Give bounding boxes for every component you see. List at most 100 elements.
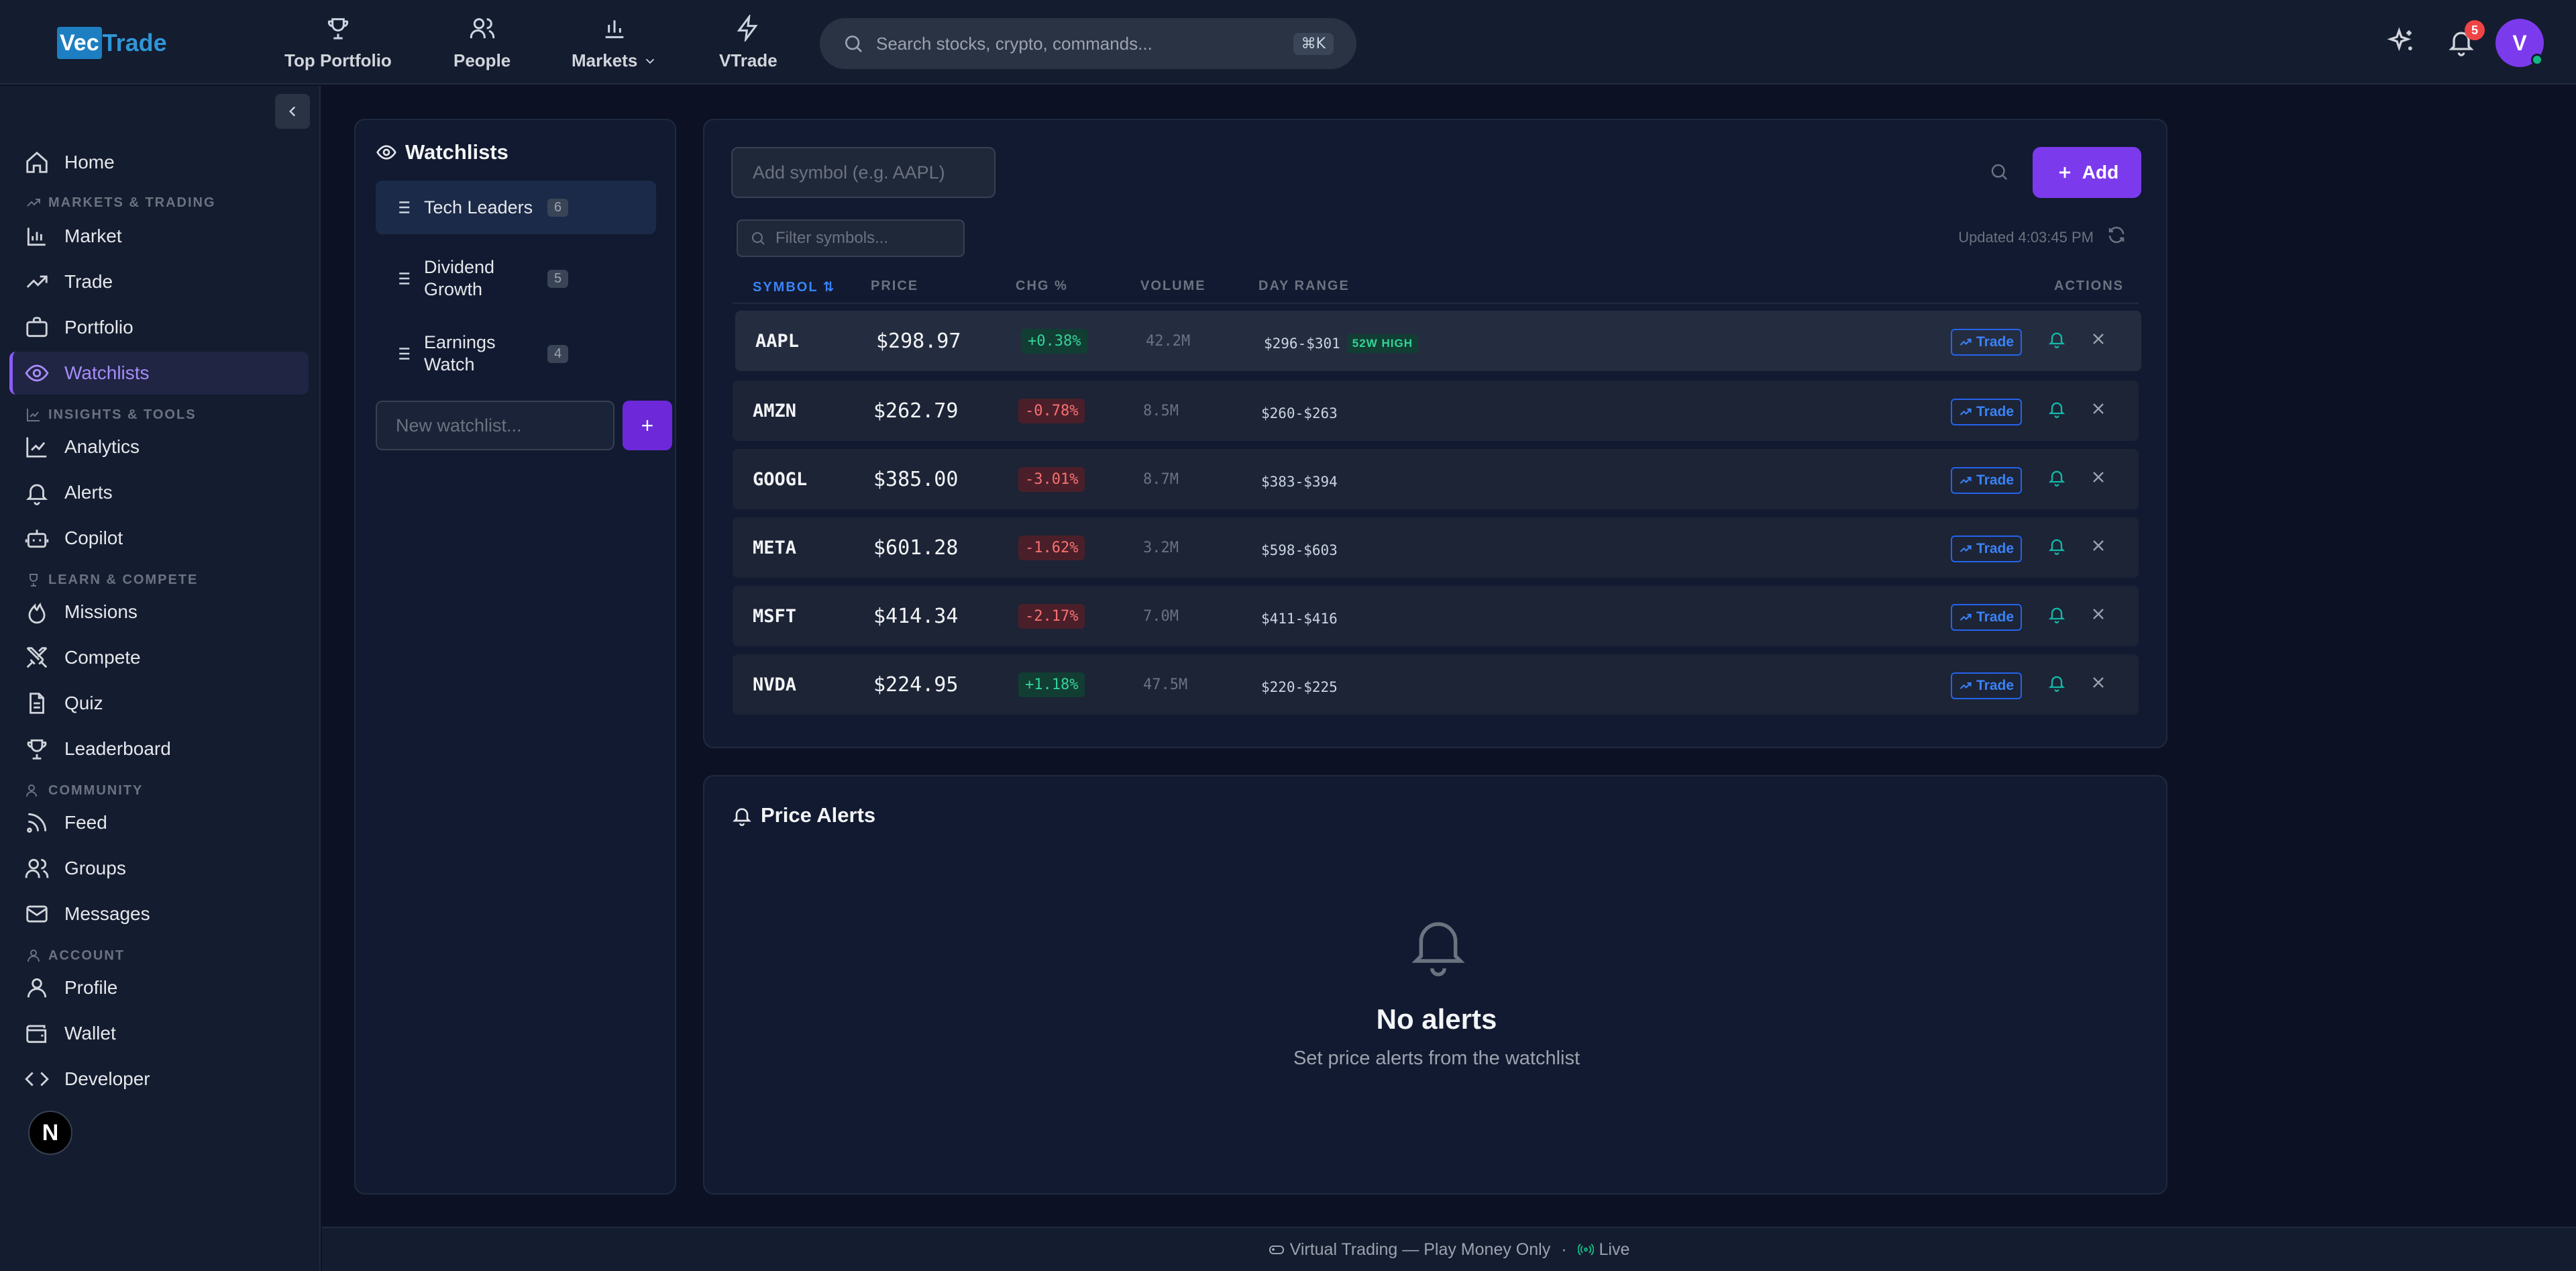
nav-markets[interactable]: Markets: [572, 15, 657, 71]
sidebar-item-label: Copilot: [64, 527, 123, 548]
sidebar-item-developer[interactable]: Developer: [9, 1058, 309, 1101]
notifications-button[interactable]: [2447, 27, 2479, 59]
sidebar-item-missions[interactable]: Missions: [9, 591, 309, 633]
sidebar-item-market[interactable]: Market: [9, 215, 309, 258]
sidebar-item-trade[interactable]: Trade: [9, 260, 309, 303]
new-watchlist-input[interactable]: New watchlist...: [376, 401, 614, 450]
set-alert-button[interactable]: [2047, 329, 2066, 348]
sidebar-item-label: Alerts: [64, 482, 113, 503]
sidebar-item-analytics[interactable]: Analytics: [9, 425, 309, 468]
sidebar-item-feed[interactable]: Feed: [9, 801, 309, 844]
sidebar-item-messages[interactable]: Messages: [9, 893, 309, 935]
volume-cell: 8.7M: [1143, 470, 1179, 488]
sidebar: Home MARKETS & TRADING Market Trade Port…: [0, 86, 321, 1271]
price-cell: $224.95: [873, 672, 959, 697]
document-icon: [24, 691, 64, 716]
user-avatar[interactable]: V: [2496, 19, 2544, 67]
sidebar-item-label: Portfolio: [64, 317, 133, 338]
day-range-cell: $260-$263: [1261, 405, 1338, 421]
sidebar-item-label: Developer: [64, 1068, 150, 1089]
change-badge: +0.38%: [1021, 328, 1088, 354]
change-cell: -0.78%: [1018, 380, 1085, 441]
sidebar-item-portfolio[interactable]: Portfolio: [9, 306, 309, 349]
trade-button[interactable]: Trade: [1951, 467, 2023, 494]
trending-up-icon: [1959, 542, 1972, 556]
remove-symbol-button[interactable]: [2089, 399, 2108, 418]
remove-symbol-button[interactable]: [2089, 673, 2108, 692]
table-row[interactable]: AAPL $298.97 +0.38% 42.2M $296-$301 52W …: [735, 311, 2141, 371]
table-row[interactable]: MSFT $414.34 -2.17% 7.0M $411-$416 Trade: [733, 586, 2139, 646]
change-badge: +1.18%: [1018, 672, 1085, 697]
set-alert-button[interactable]: [2047, 536, 2066, 555]
sidebar-item-alerts[interactable]: Alerts: [9, 471, 309, 514]
search-input[interactable]: [876, 33, 1293, 54]
trade-button[interactable]: Trade: [1951, 536, 2023, 562]
remove-symbol-button[interactable]: [2089, 536, 2108, 555]
bot-icon: [24, 525, 64, 551]
table-row[interactable]: AMZN $262.79 -0.78% 8.5M $260-$263 Trade: [733, 380, 2139, 441]
sidebar-item-label: Wallet: [64, 1023, 116, 1044]
symbol-cell: GOOGL: [753, 468, 808, 490]
volume-cell: 8.5M: [1143, 402, 1179, 419]
set-alert-button[interactable]: [2047, 673, 2066, 692]
sidebar-item-profile[interactable]: Profile: [9, 966, 309, 1009]
nav-people[interactable]: People: [453, 15, 511, 71]
sidebar-item-leaderboard[interactable]: Leaderboard: [9, 727, 309, 770]
sidebar-item-quiz[interactable]: Quiz: [9, 682, 309, 725]
trade-button[interactable]: Trade: [1951, 672, 2023, 699]
ai-sparkle-button[interactable]: [2387, 27, 2419, 59]
set-alert-button[interactable]: [2047, 399, 2066, 418]
notification-count-badge: 5: [2465, 20, 2485, 40]
line-chart-icon: [25, 407, 48, 423]
nav-vtrade[interactable]: VTrade: [719, 15, 777, 71]
sidebar-item-compete[interactable]: Compete: [9, 636, 309, 679]
set-alert-button[interactable]: [2047, 468, 2066, 487]
set-alert-button[interactable]: [2047, 605, 2066, 623]
updated-timestamp: Updated 4:03:45 PM: [1958, 229, 2094, 246]
trade-button[interactable]: Trade: [1951, 399, 2023, 425]
column-header-volume[interactable]: VOLUME: [1140, 278, 1206, 293]
remove-symbol-button[interactable]: [2089, 605, 2108, 623]
search-symbol-button[interactable]: [1989, 162, 2009, 182]
chevron-down-icon: [643, 54, 657, 68]
trade-button[interactable]: Trade: [1951, 329, 2023, 356]
search-bar[interactable]: ⌘K: [820, 18, 1356, 69]
sidebar-item-copilot[interactable]: Copilot: [9, 517, 309, 560]
table-row[interactable]: META $601.28 -1.62% 3.2M $598-$603 Trade: [733, 517, 2139, 578]
dev-tools-badge[interactable]: N: [28, 1111, 72, 1155]
live-status-text: Live: [1599, 1239, 1630, 1259]
sidebar-item-groups[interactable]: Groups: [9, 847, 309, 890]
filter-symbols-input[interactable]: Filter symbols...: [737, 219, 965, 257]
bell-icon: [2447, 27, 2479, 56]
nav-top-portfolio[interactable]: Top Portfolio: [284, 15, 392, 71]
sidebar-item-home[interactable]: Home: [9, 141, 309, 184]
column-header-symbol[interactable]: SYMBOL ⇅: [753, 280, 836, 295]
sidebar-item-label: Market: [64, 225, 122, 246]
close-icon: [2089, 536, 2108, 555]
table-row[interactable]: NVDA $224.95 +1.18% 47.5M $220-$225 Trad…: [733, 654, 2139, 715]
plus-icon: [2055, 163, 2074, 182]
collapse-sidebar-button[interactable]: [275, 94, 310, 129]
column-header-change[interactable]: CHG %: [1016, 278, 1068, 293]
sidebar-item-label: Missions: [64, 601, 138, 622]
sidebar-item-wallet[interactable]: Wallet: [9, 1012, 309, 1055]
sidebar-item-label: Groups: [64, 858, 126, 878]
mail-icon: [24, 901, 64, 927]
add-symbol-button[interactable]: Add: [2033, 147, 2141, 198]
add-symbol-input[interactable]: Add symbol (e.g. AAPL): [731, 147, 996, 198]
section-learn-compete: LEARN & COMPETE: [25, 572, 198, 588]
refresh-button[interactable]: [2106, 225, 2127, 245]
volume-cell: 7.0M: [1143, 607, 1179, 625]
watchlist-item[interactable]: Tech Leaders 6: [376, 181, 656, 234]
brand-logo[interactable]: Vec Trade: [57, 26, 167, 60]
remove-symbol-button[interactable]: [2089, 329, 2108, 348]
watchlist-item[interactable]: Dividend Growth 5: [376, 248, 656, 309]
remove-symbol-button[interactable]: [2089, 468, 2108, 487]
column-header-price[interactable]: PRICE: [871, 278, 919, 293]
create-watchlist-button[interactable]: +: [623, 401, 672, 450]
table-row[interactable]: GOOGL $385.00 -3.01% 8.7M $383-$394 Trad…: [733, 449, 2139, 509]
trade-button[interactable]: Trade: [1951, 604, 2023, 631]
sidebar-item-watchlists[interactable]: Watchlists: [9, 352, 309, 395]
price-alerts-panel: Price Alerts No alerts Set price alerts …: [703, 775, 2167, 1194]
watchlist-item[interactable]: Earnings Watch 4: [376, 323, 656, 385]
